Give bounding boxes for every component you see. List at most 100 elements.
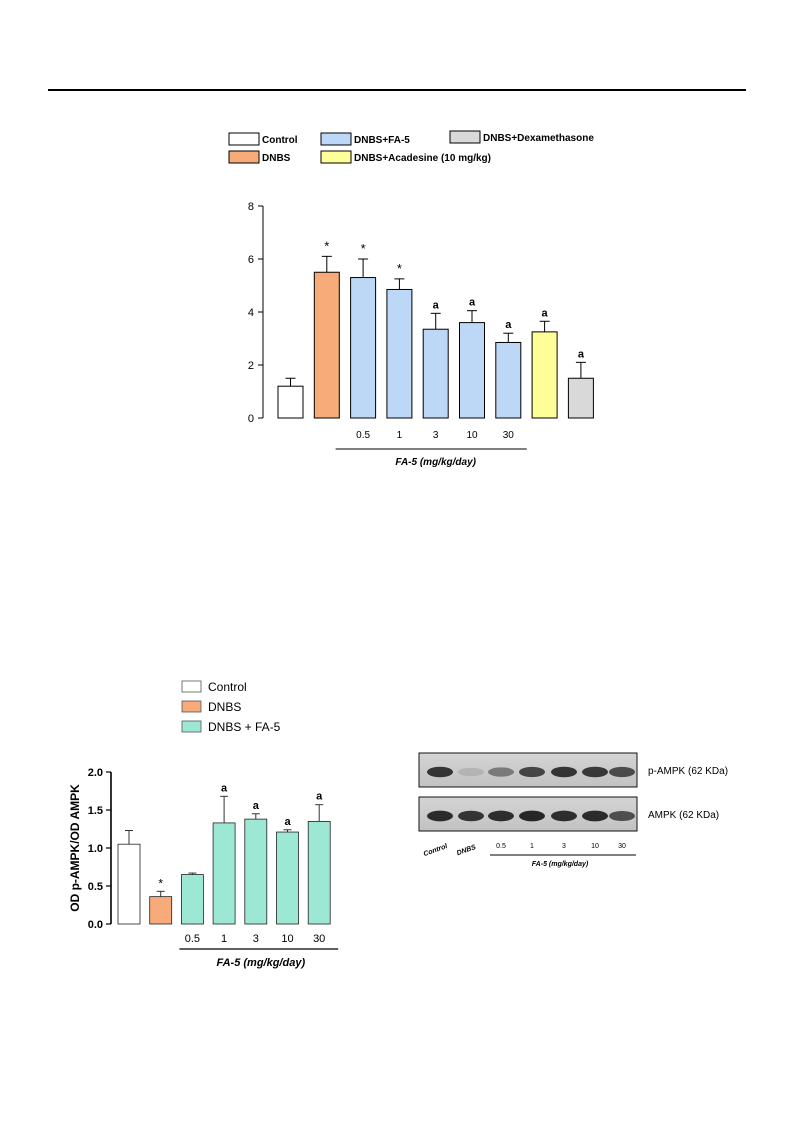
chart-b-bar bbox=[276, 831, 299, 925]
blot-band bbox=[488, 810, 514, 822]
chart-a-legend-swatch bbox=[228, 150, 260, 164]
blot-band bbox=[458, 810, 484, 822]
blot-band bbox=[551, 810, 577, 822]
chart-a-bar bbox=[459, 322, 485, 419]
blot-band bbox=[519, 766, 545, 778]
chart-a-legend-swatch bbox=[320, 132, 352, 146]
chart-a-category-label: 1 bbox=[397, 430, 403, 441]
blot-band bbox=[582, 766, 608, 778]
blot-row-label: p-AMPK (62 KDa) bbox=[648, 766, 728, 777]
chart-a-colitis-score: Control DNBS+FA-5 DNBS+Dexamethasone DNBS DN… bbox=[228, 130, 594, 468]
chart-a-significance-mark: a bbox=[433, 299, 440, 311]
chart-a-bar bbox=[386, 288, 413, 419]
chart-b-axes: 0.0 0.5 1.0 1.5 2.0 bbox=[88, 767, 112, 931]
chart-b-y-tick-label: 2.0 bbox=[88, 767, 103, 779]
blot-band bbox=[427, 810, 453, 822]
chart-a-fa5-group: FA-5 (mg/kg/day) bbox=[335, 448, 527, 468]
blot-band bbox=[488, 767, 514, 777]
chart-a-category-label: 3 bbox=[433, 430, 439, 441]
chart-b-bar bbox=[149, 896, 173, 925]
chart-a-significance-mark: a bbox=[542, 307, 549, 319]
chart-b-bar bbox=[244, 818, 268, 925]
blot-band bbox=[582, 810, 608, 822]
chart-b-category-label: 10 bbox=[281, 933, 293, 945]
blot-lane-label: 30 bbox=[618, 843, 626, 850]
chart-a-significance-mark: a bbox=[469, 297, 476, 309]
chart-a-significance-mark: * bbox=[397, 261, 402, 276]
chart-b-fa5-group: FA-5 (mg/kg/day) bbox=[179, 948, 339, 969]
chart-a-legend-swatch bbox=[228, 132, 260, 146]
chart-a-legend-label: Control bbox=[262, 135, 298, 146]
chart-b-category-label: 0.5 bbox=[185, 933, 200, 945]
chart-b-category-label: 30 bbox=[313, 933, 325, 945]
blot-band bbox=[609, 766, 635, 778]
blot-lane-label: 3 bbox=[562, 843, 566, 850]
chart-b-group-label: FA-5 (mg/kg/day) bbox=[216, 957, 305, 969]
chart-a-y-tick-label: 2 bbox=[248, 360, 254, 372]
chart-b-legend-label: DNBS + FA-5 bbox=[208, 720, 281, 734]
chart-b-legend-swatch bbox=[181, 680, 202, 693]
chart-a-category-label: 30 bbox=[503, 430, 515, 441]
blot-lane-label: Control bbox=[423, 843, 450, 858]
chart-a-y-tick-label: 8 bbox=[248, 201, 254, 213]
chart-a-legend-label: DNBS bbox=[262, 153, 291, 164]
chart-b-y-tick-label: 1.0 bbox=[88, 843, 103, 855]
chart-a-bar bbox=[567, 377, 594, 419]
blot-lane-labels: Control DNBS 0.5 1 3 10 30 bbox=[423, 843, 626, 858]
chart-b-legend-label: DNBS bbox=[208, 700, 241, 714]
chart-a-group-label: FA-5 (mg/kg/day) bbox=[395, 457, 476, 468]
chart-a-bar bbox=[350, 277, 377, 419]
blot-row-label: AMPK (62 KDa) bbox=[648, 810, 719, 821]
blot-group-label: FA-5 (mg/kg/day) bbox=[532, 861, 589, 868]
chart-a-category-label: 0.5 bbox=[356, 430, 370, 441]
chart-b-bar bbox=[307, 821, 331, 925]
chart-a-bar bbox=[313, 271, 340, 419]
chart-a-y-tick-label: 6 bbox=[248, 254, 254, 266]
blot-rows: p-AMPK (62 KDa) AMPK (62 KDa) bbox=[418, 752, 728, 832]
chart-b-pampk-ratio: Control DNBS DNBS + FA-5 0.0 0.5 1.0 1.5 2.0 O… bbox=[68, 680, 339, 969]
blot-band bbox=[551, 766, 577, 778]
chart-a-legend-swatch bbox=[449, 130, 481, 144]
chart-a-category-label: 10 bbox=[466, 430, 478, 441]
chart-a-significance-mark: a bbox=[578, 348, 585, 360]
chart-b-legend-label: Control bbox=[208, 680, 247, 694]
chart-a-bars: * * 0.5 * 1 a 3 a 10 a 30 a a bbox=[277, 238, 594, 441]
blot-band bbox=[609, 810, 635, 822]
chart-b-legend-swatch bbox=[181, 720, 202, 733]
blot-band bbox=[427, 766, 453, 778]
blot-band bbox=[458, 767, 484, 777]
chart-a-bar bbox=[277, 385, 304, 419]
chart-b-category-label: 1 bbox=[221, 933, 227, 945]
chart-a-y-tick-label: 0 bbox=[248, 413, 254, 425]
chart-b-significance-mark: a bbox=[316, 791, 323, 803]
chart-a-y-tick-label: 4 bbox=[248, 307, 254, 319]
chart-b-significance-mark: a bbox=[284, 816, 291, 828]
chart-b-bar bbox=[180, 874, 204, 925]
header-rule bbox=[48, 89, 746, 91]
chart-a-legend: Control DNBS+FA-5 DNBS+Dexamethasone DNBS DN… bbox=[228, 130, 594, 164]
chart-b-bars: * 0.5 a 1 a 3 a 10 a 30 bbox=[117, 782, 331, 945]
blot-band bbox=[519, 810, 545, 822]
chart-a-bar bbox=[495, 341, 522, 419]
chart-a-bar bbox=[531, 331, 558, 419]
chart-a-significance-mark: * bbox=[324, 238, 329, 253]
chart-b-significance-mark: * bbox=[158, 876, 163, 890]
chart-b-legend-swatch bbox=[181, 700, 202, 713]
chart-b-legend: Control DNBS DNBS + FA-5 bbox=[181, 680, 281, 734]
chart-a-legend-swatch bbox=[320, 150, 352, 164]
chart-a-legend-label: DNBS+Dexamethasone bbox=[483, 133, 594, 144]
chart-b-significance-mark: a bbox=[253, 800, 260, 812]
western-blot: p-AMPK (62 KDa) AMPK (62 KDa) Control DNBS… bbox=[418, 752, 728, 868]
chart-a-significance-mark: * bbox=[361, 241, 366, 256]
chart-a-significance-mark: a bbox=[505, 319, 512, 331]
chart-a-legend-label: DNBS+FA-5 bbox=[354, 135, 410, 146]
chart-b-bar bbox=[212, 822, 236, 925]
chart-b-y-axis-label: OD p-AMPK/OD AMPK bbox=[68, 784, 82, 912]
blot-lane-label: 0.5 bbox=[496, 843, 506, 850]
blot-lane-label: 1 bbox=[530, 843, 534, 850]
chart-b-y-tick-label: 0.5 bbox=[88, 881, 103, 893]
chart-a-axes: 0 2 4 6 8 bbox=[248, 201, 264, 425]
chart-b-y-tick-label: 1.5 bbox=[88, 805, 103, 817]
chart-b-category-label: 3 bbox=[253, 933, 259, 945]
